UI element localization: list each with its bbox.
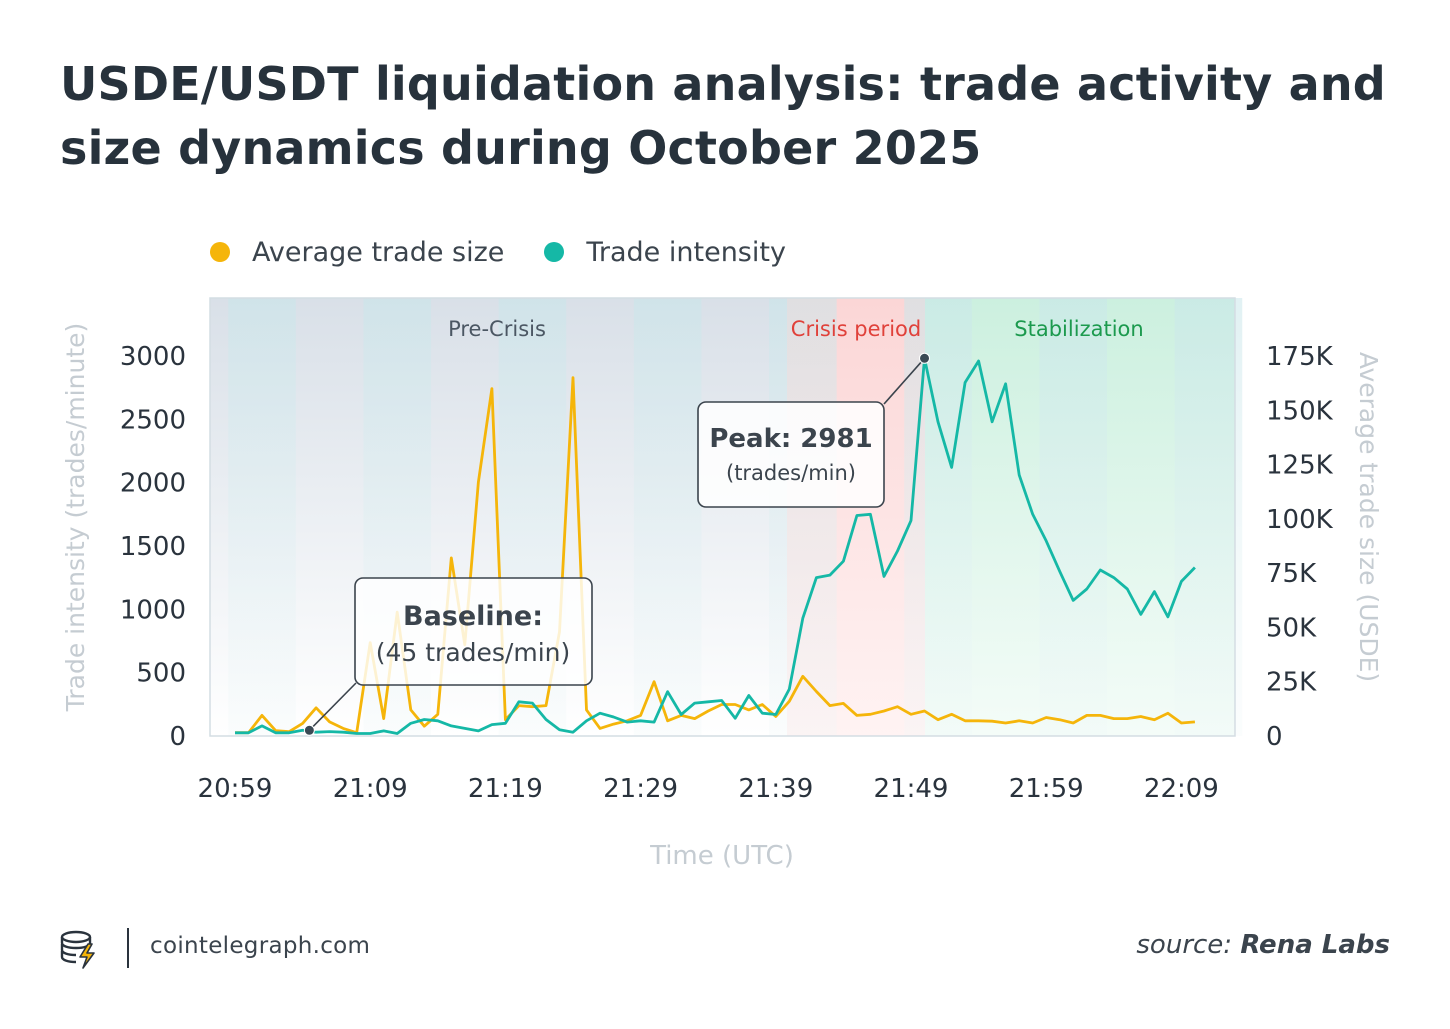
baseline-leader-line — [308, 682, 357, 731]
time-stripe — [633, 298, 702, 736]
y-right-tick-label: 150K — [1266, 396, 1334, 426]
footer-source: source: Rena Labs — [1136, 930, 1390, 960]
legend-item-trade-size: Average trade size — [210, 237, 504, 268]
cointelegraph-logo-icon — [58, 928, 104, 974]
baseline-label: Baseline: — [403, 601, 543, 632]
time-stripe — [1174, 298, 1243, 736]
x-axis-title: Time (UTC) — [649, 841, 794, 871]
x-tick-label: 22:09 — [1144, 774, 1219, 804]
source-name: Rena Labs — [1240, 930, 1390, 960]
peak-marker — [919, 352, 931, 364]
region-label-pre-crisis: Pre-Crisis — [448, 317, 546, 341]
x-tick-label: 21:19 — [468, 774, 543, 804]
peak-box — [697, 401, 885, 508]
legend-item-trade-intensity: Trade intensity — [544, 237, 786, 268]
y-left-tick-label: 2500 — [120, 405, 186, 435]
x-tick-label: 20:59 — [198, 774, 273, 804]
time-stripe — [1039, 298, 1108, 736]
x-tick-label: 21:09 — [333, 774, 408, 804]
y-right-tick-label: 175K — [1266, 342, 1334, 372]
y-left-tick-label: 1000 — [120, 595, 186, 625]
y-left-tick-label: 0 — [169, 722, 186, 752]
baseline-sublabel: (45 trades/min) — [376, 638, 571, 667]
time-stripe — [904, 298, 972, 736]
x-tick-label: 21:49 — [874, 774, 949, 804]
legend: Average trade size Trade intensity — [210, 234, 786, 270]
x-tick-label: 21:39 — [738, 774, 813, 804]
y-right-tick-label: 0 — [1266, 722, 1283, 752]
footer-site: cointelegraph.com — [150, 933, 371, 959]
plot-frame — [209, 297, 1236, 737]
y-left-tick-label: 2000 — [120, 469, 186, 499]
chart-title: USDE/USDT liquidation analysis: trade ac… — [60, 57, 1386, 175]
y-right-tick-label: 125K — [1266, 451, 1334, 481]
y-right-axis-title: Average trade size (USDE) — [1354, 352, 1383, 682]
y-left-tick-label: 500 — [136, 659, 186, 689]
baseline-marker — [303, 724, 315, 736]
y-left-tick-label: 1500 — [120, 532, 186, 562]
baseline-box — [354, 577, 593, 686]
peak-leader-line — [883, 357, 926, 405]
y-right-tick-label: 100K — [1266, 505, 1334, 535]
legend-label-trade-intensity: Trade intensity — [586, 236, 786, 268]
y-right-tick-label: 75K — [1266, 559, 1317, 589]
annotations: Baseline: (45 trades/min) Peak: 2981 (trade… — [303, 352, 931, 736]
series-line-trade-intensity — [235, 356, 1196, 735]
peak-label: Peak: 2981 — [709, 424, 872, 454]
source-prefix: source: — [1136, 930, 1233, 960]
x-tick-label: 21:29 — [603, 774, 678, 804]
footer-separator — [127, 928, 129, 968]
region-label-stabilization: Stabilization — [1014, 317, 1143, 341]
region-label-crisis: Crisis period — [791, 317, 921, 341]
y-right-tick-label: 50K — [1266, 613, 1317, 643]
chart-plot: Pre-Crisis Crisis period Stabilization 0 50… — [61, 297, 1383, 871]
axes: 0 500 1000 1500 2000 2500 3000 0 25K 50K 75K 100K 12… — [61, 297, 1383, 871]
y-right-tick-label: 25K — [1266, 668, 1317, 698]
legend-label-trade-size: Average trade size — [252, 236, 505, 268]
legend-dot-trade-size — [210, 242, 230, 262]
region-labels: Pre-Crisis Crisis period Stabilization — [448, 317, 1144, 341]
legend-dot-trade-intensity — [544, 242, 565, 262]
time-stripe — [228, 298, 296, 736]
y-left-tick-label: 3000 — [120, 342, 186, 372]
x-tick-label: 21:59 — [1009, 774, 1084, 804]
y-left-axis-title: Trade intensity (trades/minute) — [61, 323, 90, 713]
time-stripe — [769, 298, 837, 736]
peak-sublabel: (trades/min) — [726, 461, 856, 485]
